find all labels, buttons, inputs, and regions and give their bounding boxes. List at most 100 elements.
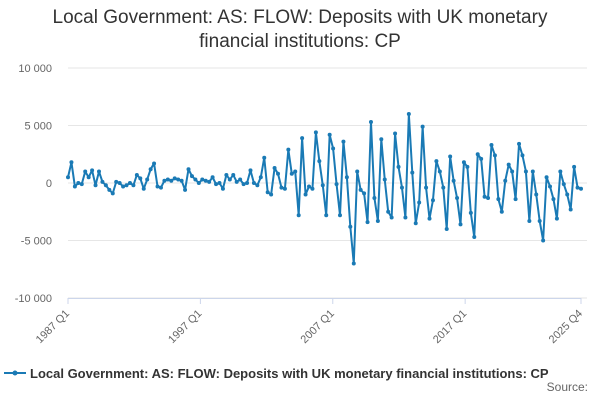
data-point[interactable] xyxy=(103,183,108,188)
data-point[interactable] xyxy=(520,153,525,158)
data-point[interactable] xyxy=(286,147,291,152)
data-point[interactable] xyxy=(341,139,346,144)
data-point[interactable] xyxy=(110,191,115,196)
data-point[interactable] xyxy=(276,171,281,176)
data-point[interactable] xyxy=(72,184,77,189)
data-point[interactable] xyxy=(196,181,201,185)
data-point[interactable] xyxy=(313,130,318,135)
data-point[interactable] xyxy=(475,152,480,157)
data-point[interactable] xyxy=(124,183,129,188)
data-point[interactable] xyxy=(258,175,263,180)
data-point[interactable] xyxy=(396,164,401,169)
data-point[interactable] xyxy=(479,156,484,161)
data-point[interactable] xyxy=(138,176,143,181)
data-point[interactable] xyxy=(389,215,394,220)
data-point[interactable] xyxy=(561,182,566,187)
data-point[interactable] xyxy=(303,192,308,197)
data-point[interactable] xyxy=(66,175,70,180)
data-point[interactable] xyxy=(207,179,212,184)
data-point[interactable] xyxy=(282,186,287,191)
data-point[interactable] xyxy=(310,186,315,191)
data-point[interactable] xyxy=(86,175,91,180)
data-point[interactable] xyxy=(568,207,573,212)
data-point[interactable] xyxy=(79,182,84,187)
data-point[interactable] xyxy=(214,182,219,187)
data-point[interactable] xyxy=(255,183,260,188)
data-point[interactable] xyxy=(575,185,580,190)
data-point[interactable] xyxy=(406,112,411,116)
data-point[interactable] xyxy=(200,177,205,182)
data-point[interactable] xyxy=(558,169,563,174)
data-point[interactable] xyxy=(183,187,188,192)
data-point[interactable] xyxy=(506,162,511,167)
data-point[interactable] xyxy=(203,178,208,183)
data-point[interactable] xyxy=(537,218,542,223)
data-point[interactable] xyxy=(121,184,126,189)
data-point[interactable] xyxy=(358,187,363,192)
data-point[interactable] xyxy=(417,200,422,205)
data-point[interactable] xyxy=(337,213,342,218)
data-point[interactable] xyxy=(224,172,229,177)
data-point[interactable] xyxy=(372,195,377,200)
data-point[interactable] xyxy=(186,167,191,172)
data-point[interactable] xyxy=(96,169,101,174)
data-point[interactable] xyxy=(362,191,367,196)
data-point[interactable] xyxy=(430,198,435,203)
data-point[interactable] xyxy=(489,143,494,148)
data-point[interactable] xyxy=(427,216,432,221)
data-point[interactable] xyxy=(265,190,270,195)
data-point[interactable] xyxy=(368,120,373,125)
data-point[interactable] xyxy=(523,169,528,174)
data-point[interactable] xyxy=(114,179,119,184)
data-point[interactable] xyxy=(234,179,239,184)
data-point[interactable] xyxy=(455,195,460,200)
data-point[interactable] xyxy=(172,176,177,181)
data-point[interactable] xyxy=(482,194,487,199)
data-point[interactable] xyxy=(93,183,98,188)
data-point[interactable] xyxy=(451,178,456,183)
data-point[interactable] xyxy=(331,146,336,151)
data-point[interactable] xyxy=(441,185,446,190)
data-point[interactable] xyxy=(238,177,243,182)
data-point[interactable] xyxy=(496,197,501,202)
data-point[interactable] xyxy=(424,185,429,190)
data-point[interactable] xyxy=(448,154,453,159)
data-point[interactable] xyxy=(458,222,463,227)
data-point[interactable] xyxy=(468,210,473,215)
data-point[interactable] xyxy=(107,187,112,192)
data-point[interactable] xyxy=(499,209,504,214)
data-point[interactable] xyxy=(134,172,139,177)
data-point[interactable] xyxy=(492,153,497,158)
data-point[interactable] xyxy=(503,178,508,183)
data-point[interactable] xyxy=(334,182,339,187)
data-point[interactable] xyxy=(437,169,442,174)
data-point[interactable] xyxy=(69,160,74,165)
data-point[interactable] xyxy=(351,261,356,266)
data-point[interactable] xyxy=(117,181,122,185)
data-point[interactable] xyxy=(548,184,553,189)
data-point[interactable] xyxy=(193,177,198,182)
data-point[interactable] xyxy=(551,197,556,202)
data-point[interactable] xyxy=(565,192,570,197)
data-point[interactable] xyxy=(162,178,167,183)
data-point[interactable] xyxy=(158,185,163,190)
data-point[interactable] xyxy=(324,213,329,218)
data-point[interactable] xyxy=(399,185,404,190)
data-point[interactable] xyxy=(327,132,332,137)
data-point[interactable] xyxy=(245,181,250,185)
data-point[interactable] xyxy=(152,161,157,166)
data-point[interactable] xyxy=(344,175,349,180)
data-point[interactable] xyxy=(420,124,425,129)
data-point[interactable] xyxy=(534,192,539,197)
data-point[interactable] xyxy=(241,182,246,187)
data-point[interactable] xyxy=(220,186,225,191)
data-point[interactable] xyxy=(472,235,477,240)
data-point[interactable] xyxy=(141,186,146,191)
data-point[interactable] xyxy=(272,166,277,171)
data-point[interactable] xyxy=(348,224,353,229)
data-point[interactable] xyxy=(410,170,415,175)
data-point[interactable] xyxy=(307,184,312,189)
data-point[interactable] xyxy=(541,238,546,243)
data-point[interactable] xyxy=(210,175,215,180)
data-point[interactable] xyxy=(355,169,360,174)
